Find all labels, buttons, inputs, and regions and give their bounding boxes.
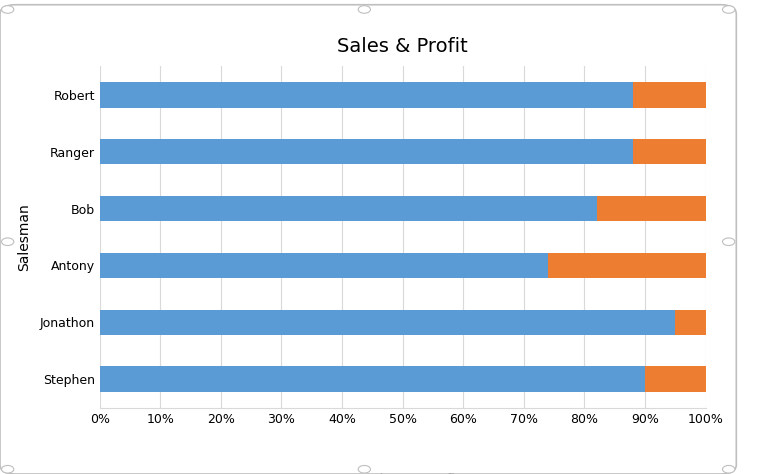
Bar — [100, 310, 675, 335]
Bar — [100, 366, 645, 392]
Bar — [100, 82, 633, 108]
Legend: Sales, Profit: Sales, Profit — [340, 468, 466, 474]
Bar — [675, 310, 706, 335]
Bar — [100, 253, 548, 278]
Bar — [548, 253, 706, 278]
Bar — [597, 196, 706, 221]
Bar — [645, 366, 706, 392]
Bar — [100, 139, 633, 164]
Y-axis label: Salesman: Salesman — [18, 203, 31, 271]
Bar — [100, 196, 597, 221]
Bar — [633, 82, 706, 108]
Bar — [633, 139, 706, 164]
Title: Sales & Profit: Sales & Profit — [337, 37, 468, 56]
